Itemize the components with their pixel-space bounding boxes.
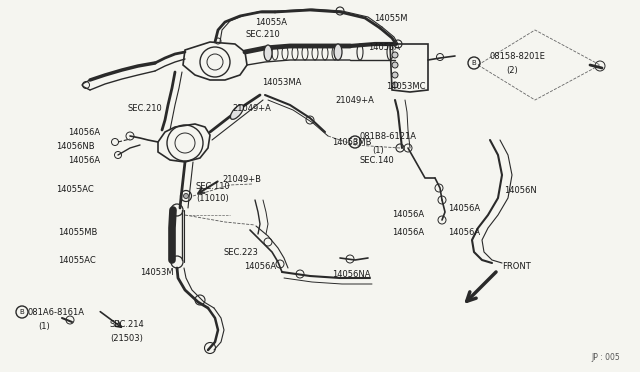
Text: (11010): (11010) [196,194,228,203]
Text: 14053MC: 14053MC [386,82,426,91]
Text: B: B [353,139,357,145]
Text: 14053M: 14053M [140,268,173,277]
Text: 14056NA: 14056NA [332,270,371,279]
Text: 14056A: 14056A [448,204,480,213]
Text: SEC.223: SEC.223 [224,248,259,257]
Text: 14056A: 14056A [244,262,276,271]
Text: B: B [20,309,24,315]
Text: 14056A: 14056A [68,128,100,137]
Text: 21049+A: 21049+A [335,96,374,105]
Text: 14056A: 14056A [392,228,424,237]
Text: 14055AC: 14055AC [58,256,96,265]
Text: (2): (2) [506,66,518,75]
Text: SEC.210: SEC.210 [245,30,280,39]
Text: 14053MA: 14053MA [262,78,301,87]
Text: 14055A: 14055A [368,43,400,52]
Text: (1): (1) [372,146,384,155]
Text: 14055A: 14055A [255,18,287,27]
Ellipse shape [334,44,342,60]
Text: SEC.140: SEC.140 [360,156,395,165]
Text: 14056A: 14056A [68,156,100,165]
Text: 081B8-6121A: 081B8-6121A [360,132,417,141]
Text: FRONT: FRONT [502,262,531,271]
Text: 21049+A: 21049+A [232,104,271,113]
Circle shape [392,82,398,88]
Circle shape [392,72,398,78]
Text: 14056NB: 14056NB [56,142,95,151]
Text: 14056N: 14056N [504,186,537,195]
Text: SEC.110: SEC.110 [196,182,231,191]
Text: (1): (1) [38,322,50,331]
Text: 08158-8201E: 08158-8201E [490,52,546,61]
Text: B: B [472,60,476,66]
Ellipse shape [230,105,244,119]
Text: (21503): (21503) [110,334,143,343]
Circle shape [392,62,398,68]
Text: SEC.210: SEC.210 [128,104,163,113]
Circle shape [392,52,398,58]
Text: 14056A: 14056A [392,210,424,219]
Circle shape [184,193,189,199]
Text: 14055M: 14055M [374,14,408,23]
Text: 21049+B: 21049+B [222,175,261,184]
Ellipse shape [264,45,272,61]
Text: 14053MB: 14053MB [332,138,371,147]
Text: SEC.214: SEC.214 [110,320,145,329]
Text: JP : 005: JP : 005 [591,353,620,362]
Text: 14056A: 14056A [448,228,480,237]
Text: 14055MB: 14055MB [58,228,97,237]
Text: 14055AC: 14055AC [56,185,93,194]
Text: 081A6-8161A: 081A6-8161A [28,308,85,317]
